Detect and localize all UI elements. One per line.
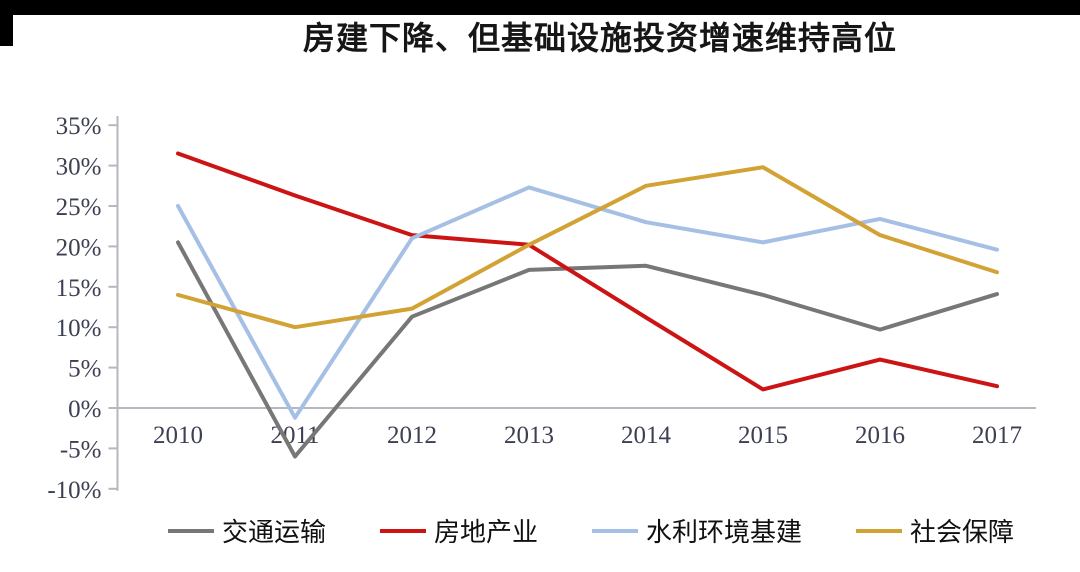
series-line-交通运输 [176, 240, 999, 459]
x-tick-label: 2017 [972, 422, 1022, 449]
y-tick-label: 30% [56, 154, 102, 181]
legend-label: 社会保障 [910, 518, 1015, 547]
legend-label: 房地产业 [434, 518, 539, 547]
y-tick-label: 15% [56, 275, 102, 302]
corner-black-block [0, 0, 13, 46]
y-tick-label: 5% [68, 356, 101, 383]
x-tick-label: 2010 [153, 422, 203, 449]
legend-label: 水利环境基建 [646, 518, 803, 547]
y-tick-label: 0% [68, 396, 101, 423]
y-tick-label: 25% [56, 194, 102, 221]
series-line-房地产业 [176, 151, 999, 392]
top-black-bar [0, 0, 1080, 15]
y-tick-label: -10% [47, 477, 101, 504]
legend-swatch [168, 528, 214, 533]
y-tick-label: 20% [56, 234, 102, 261]
legend-item: 社会保障 [856, 512, 1014, 549]
chart-title: 房建下降、但基础设施投资增速维持高位 [302, 20, 897, 56]
x-tick-label: 2014 [621, 422, 672, 449]
legend-item: 水利环境基建 [592, 512, 802, 549]
series-line-水利环境基建 [176, 185, 999, 420]
y-tick-label: 10% [56, 315, 102, 342]
legend-swatch [380, 528, 427, 533]
legend-item: 房地产业 [380, 512, 538, 549]
x-tick-label: 2012 [387, 422, 437, 449]
legend-swatch [856, 528, 903, 533]
x-tick-label: 2016 [855, 422, 905, 449]
legend-label: 交通运输 [222, 518, 327, 547]
x-tick-label: 2013 [504, 422, 554, 449]
x-tick-label: 2015 [738, 422, 788, 449]
legend-swatch [592, 528, 639, 533]
y-tick-label: -5% [60, 436, 102, 463]
series-line-社会保障 [176, 165, 999, 330]
chart-legend: 交通运输 房地产业 水利环境基建 社会保障 [168, 512, 1014, 549]
legend-item: 交通运输 [168, 512, 326, 549]
y-tick-label: 35% [56, 113, 102, 140]
